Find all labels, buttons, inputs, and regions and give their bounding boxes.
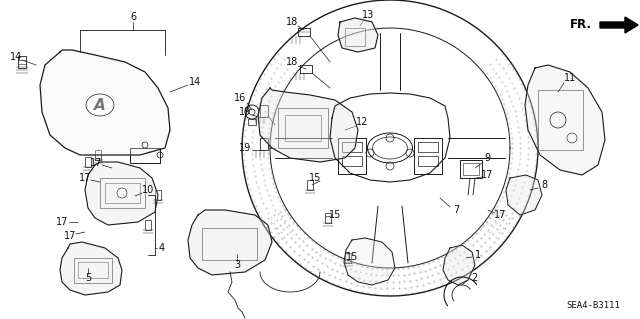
Text: 17: 17 [90, 158, 102, 168]
Text: A: A [94, 98, 106, 113]
Text: 9: 9 [484, 153, 490, 163]
Bar [418, 156, 438, 166]
Text: 17: 17 [494, 210, 506, 220]
Text: 1: 1 [475, 250, 481, 260]
Polygon shape [600, 17, 638, 33]
Text: 15: 15 [346, 252, 358, 262]
Bar [285, 115, 321, 141]
Bar [300, 65, 312, 73]
Text: 18: 18 [286, 17, 298, 27]
Text: SEA4-B3111: SEA4-B3111 [566, 300, 620, 309]
Text: 5: 5 [85, 273, 91, 283]
Bar [202, 228, 257, 260]
Bar [307, 180, 313, 190]
Bar [278, 108, 328, 148]
Bar [460, 160, 482, 178]
Polygon shape [525, 65, 605, 175]
Bar [463, 163, 479, 175]
Bar [130, 148, 160, 163]
Text: 14: 14 [189, 77, 201, 87]
Bar [74, 258, 112, 283]
Polygon shape [506, 175, 542, 215]
Polygon shape [40, 50, 170, 155]
Bar [248, 119, 256, 125]
Text: 17: 17 [481, 170, 493, 180]
Text: 8: 8 [541, 180, 547, 190]
Text: 19: 19 [239, 143, 251, 153]
Text: 6: 6 [130, 12, 136, 22]
Text: 17: 17 [79, 173, 91, 183]
Text: 14: 14 [10, 52, 22, 62]
Bar [325, 213, 331, 223]
Bar [105, 183, 140, 203]
Text: 17: 17 [64, 231, 76, 241]
Bar [100, 178, 145, 208]
Text: 12: 12 [356, 117, 368, 127]
Bar [418, 142, 438, 152]
Polygon shape [443, 245, 475, 285]
Polygon shape [60, 242, 122, 295]
Bar [95, 150, 101, 160]
Text: 13: 13 [362, 10, 374, 20]
Text: 18: 18 [286, 57, 298, 67]
Polygon shape [258, 88, 358, 162]
Text: 15: 15 [309, 173, 321, 183]
Polygon shape [338, 18, 378, 52]
Text: 17: 17 [56, 217, 68, 227]
Text: 10: 10 [142, 185, 154, 195]
Text: 15: 15 [329, 210, 341, 220]
Bar [342, 156, 362, 166]
Bar [342, 142, 362, 152]
Text: 19: 19 [239, 107, 251, 117]
Bar [145, 220, 151, 230]
Bar [155, 190, 161, 200]
Bar [345, 253, 351, 263]
Polygon shape [344, 238, 395, 285]
Bar [538, 90, 583, 150]
Polygon shape [85, 162, 158, 225]
Bar [338, 138, 366, 174]
Bar [78, 262, 108, 278]
Text: 7: 7 [453, 205, 459, 215]
Text: 11: 11 [564, 73, 576, 83]
Bar [298, 28, 310, 36]
Text: 2: 2 [471, 273, 477, 283]
Bar [414, 138, 442, 174]
Text: FR.: FR. [570, 19, 592, 32]
Bar [85, 157, 91, 167]
Bar [260, 138, 268, 150]
Bar [18, 56, 26, 68]
Bar [345, 28, 365, 46]
Bar [260, 105, 268, 117]
Text: 3: 3 [234, 260, 240, 270]
Polygon shape [188, 210, 272, 275]
Text: 16: 16 [234, 93, 246, 103]
Text: 4: 4 [159, 243, 165, 253]
